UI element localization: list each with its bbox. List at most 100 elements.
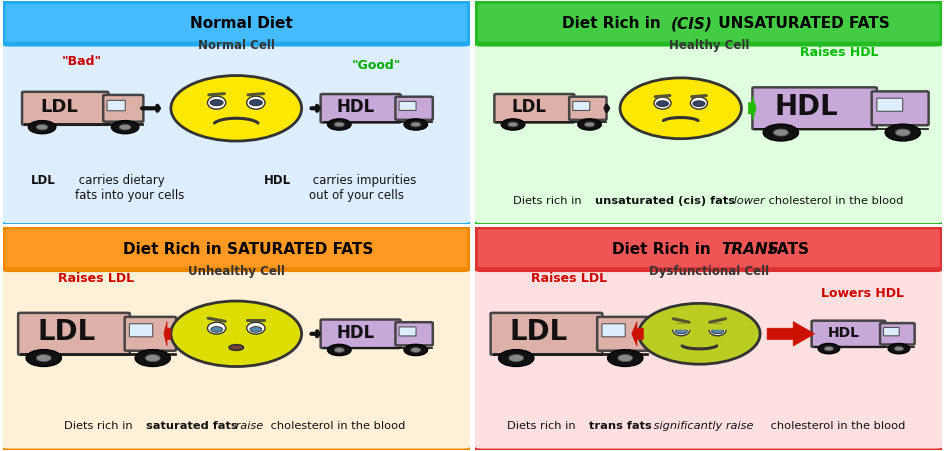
Text: cholesterol in the blood: cholesterol in the blood <box>767 421 904 431</box>
Circle shape <box>334 348 344 352</box>
Circle shape <box>607 350 642 367</box>
Text: significantly raise: significantly raise <box>649 421 753 431</box>
Circle shape <box>36 354 51 362</box>
Text: raise: raise <box>231 421 262 431</box>
Text: TRANS: TRANS <box>720 242 778 257</box>
FancyBboxPatch shape <box>398 101 415 110</box>
Text: HDL: HDL <box>773 93 837 121</box>
FancyBboxPatch shape <box>876 98 902 111</box>
Text: Unhealthy Cell: Unhealthy Cell <box>188 265 284 278</box>
Circle shape <box>498 350 533 367</box>
FancyBboxPatch shape <box>398 327 415 336</box>
Text: FATS: FATS <box>763 242 808 257</box>
Text: saturated fats: saturated fats <box>145 421 237 431</box>
FancyBboxPatch shape <box>601 324 625 337</box>
Circle shape <box>887 344 909 354</box>
Text: LDL: LDL <box>37 318 95 346</box>
Circle shape <box>617 354 632 362</box>
FancyBboxPatch shape <box>879 323 914 345</box>
Circle shape <box>763 124 798 141</box>
Text: LDL: LDL <box>31 174 56 187</box>
Text: unsaturated (cis) fats: unsaturated (cis) fats <box>595 196 734 206</box>
FancyBboxPatch shape <box>494 94 574 123</box>
Ellipse shape <box>708 324 725 336</box>
Text: Normal Cell: Normal Cell <box>197 39 275 52</box>
Circle shape <box>584 122 594 127</box>
Text: Diet Rich in: Diet Rich in <box>612 242 716 257</box>
Text: HDL: HDL <box>827 326 859 340</box>
FancyBboxPatch shape <box>320 94 400 123</box>
Ellipse shape <box>208 96 226 109</box>
Text: Healthy Cell: Healthy Cell <box>667 39 749 52</box>
FancyBboxPatch shape <box>475 1 941 44</box>
Circle shape <box>145 354 160 362</box>
Circle shape <box>411 122 420 127</box>
FancyBboxPatch shape <box>20 353 176 354</box>
Text: Diets rich in: Diets rich in <box>64 421 136 431</box>
FancyBboxPatch shape <box>472 0 944 226</box>
FancyBboxPatch shape <box>395 322 432 345</box>
Text: HDL: HDL <box>264 174 291 187</box>
FancyBboxPatch shape <box>395 97 432 120</box>
Text: carries dietary
fats into your cells: carries dietary fats into your cells <box>76 174 184 202</box>
Ellipse shape <box>171 76 301 141</box>
Text: Raises LDL: Raises LDL <box>531 272 606 285</box>
Circle shape <box>26 350 61 367</box>
Text: Raises HDL: Raises HDL <box>800 46 878 59</box>
Circle shape <box>211 327 222 332</box>
Polygon shape <box>163 322 171 346</box>
FancyBboxPatch shape <box>18 313 129 355</box>
Text: cholesterol in the blood: cholesterol in the blood <box>764 196 902 206</box>
Circle shape <box>500 119 524 130</box>
Circle shape <box>508 354 523 362</box>
Circle shape <box>656 101 668 106</box>
Ellipse shape <box>653 97 670 109</box>
Text: Dysfunctional Cell: Dysfunctional Cell <box>648 265 768 278</box>
Ellipse shape <box>672 324 689 336</box>
FancyBboxPatch shape <box>811 321 885 347</box>
Ellipse shape <box>690 97 707 109</box>
Ellipse shape <box>246 96 264 109</box>
FancyBboxPatch shape <box>492 353 648 354</box>
Text: Raises LDL: Raises LDL <box>59 272 134 285</box>
FancyBboxPatch shape <box>568 97 606 120</box>
FancyBboxPatch shape <box>129 324 153 337</box>
Text: Normal Diet: Normal Diet <box>190 16 293 31</box>
Circle shape <box>692 101 704 106</box>
Text: HDL: HDL <box>336 98 374 116</box>
FancyBboxPatch shape <box>883 327 899 336</box>
Circle shape <box>334 122 344 127</box>
Circle shape <box>135 350 170 367</box>
FancyBboxPatch shape <box>125 317 176 351</box>
Text: Diets rich in: Diets rich in <box>507 421 579 431</box>
Circle shape <box>411 348 420 352</box>
Circle shape <box>772 129 787 136</box>
Text: cholesterol in the blood: cholesterol in the blood <box>266 421 405 431</box>
Text: Diets rich in: Diets rich in <box>513 196 585 206</box>
Circle shape <box>328 345 350 355</box>
Text: HDL: HDL <box>336 324 374 342</box>
Polygon shape <box>748 96 755 120</box>
Circle shape <box>111 120 139 133</box>
Wedge shape <box>703 323 730 330</box>
Text: "Bad": "Bad" <box>62 55 102 68</box>
FancyBboxPatch shape <box>3 1 469 44</box>
FancyBboxPatch shape <box>320 320 400 348</box>
Ellipse shape <box>228 345 244 350</box>
FancyBboxPatch shape <box>3 227 469 270</box>
Ellipse shape <box>246 322 264 334</box>
Circle shape <box>28 120 56 133</box>
Circle shape <box>404 119 427 130</box>
FancyBboxPatch shape <box>0 0 472 226</box>
Ellipse shape <box>638 304 759 364</box>
Circle shape <box>36 124 48 130</box>
FancyBboxPatch shape <box>496 121 605 122</box>
Circle shape <box>577 119 600 130</box>
Text: LDL: LDL <box>511 98 546 116</box>
FancyBboxPatch shape <box>753 128 927 129</box>
Circle shape <box>711 328 723 334</box>
FancyBboxPatch shape <box>751 87 876 129</box>
Wedge shape <box>667 323 694 330</box>
FancyBboxPatch shape <box>870 92 928 125</box>
FancyBboxPatch shape <box>107 101 126 111</box>
